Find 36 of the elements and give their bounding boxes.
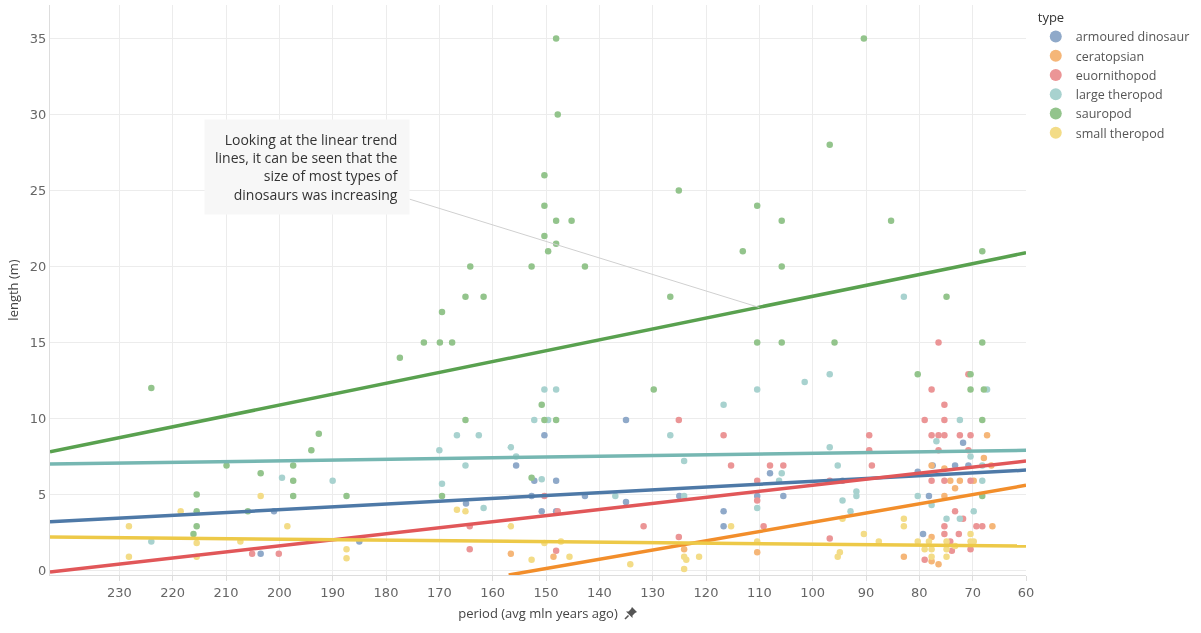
x-tick-label: 160 <box>480 584 506 600</box>
legend-label: armoured dinosaur <box>1075 28 1190 46</box>
legend-label: small theropod <box>1075 124 1165 142</box>
x-tick-label: 200 <box>266 584 292 600</box>
x-tick-label: 210 <box>213 584 239 600</box>
x-tick-label: 190 <box>320 584 346 600</box>
y-tick-label: 10 <box>29 410 47 426</box>
y-tick-label: 20 <box>29 258 47 274</box>
x-axis-title: period (avg mln years ago) <box>458 604 618 623</box>
y-axis-title: length (m) <box>3 259 22 321</box>
y-tick-label: 35 <box>29 30 47 46</box>
x-tick-label: 220 <box>160 584 186 600</box>
legend-title: type <box>1037 7 1065 26</box>
legend-label: sauropod <box>1075 105 1132 123</box>
annotation: Looking at the linear trend lines, it can be seen that the size of most types of dinosaurs was increasing <box>215 130 399 204</box>
x-tick-label: 230 <box>106 584 132 600</box>
x-tick-label: 80 <box>911 584 928 600</box>
legend-label: large theropod <box>1075 86 1163 104</box>
x-tick-label: 140 <box>586 584 612 600</box>
x-tick-label: 70 <box>964 584 981 600</box>
x-tick-label: 90 <box>857 584 875 600</box>
x-tick-label: 100 <box>800 584 826 600</box>
x-tick-label: 120 <box>693 584 719 600</box>
y-tick-label: 30 <box>29 106 47 122</box>
y-tick-label: 5 <box>38 486 47 502</box>
x-tick-label: 150 <box>533 584 559 600</box>
y-tick-label: 25 <box>29 182 47 198</box>
legend-label: ceratopsian <box>1075 47 1145 65</box>
x-tick-label: 180 <box>373 584 399 600</box>
x-tick-label: 170 <box>426 584 452 600</box>
y-tick-label: 15 <box>29 334 47 350</box>
x-tick-label: 130 <box>640 584 666 600</box>
x-tick-label: 110 <box>746 584 772 600</box>
legend-label: euornithopod <box>1075 66 1157 84</box>
y-tick-label: 0 <box>38 562 47 578</box>
x-tick-label: 60 <box>1017 584 1035 600</box>
